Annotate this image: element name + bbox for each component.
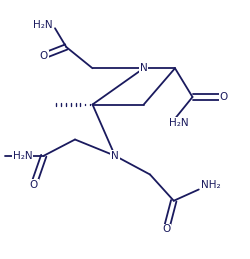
Text: O: O (162, 225, 170, 234)
Text: O: O (220, 92, 228, 102)
Text: O: O (40, 51, 48, 61)
Text: O: O (30, 179, 38, 190)
Text: H₂N: H₂N (33, 19, 52, 30)
Text: N: N (111, 151, 119, 161)
Text: N: N (140, 63, 147, 73)
Text: H₂N: H₂N (12, 151, 32, 161)
Text: H₂N: H₂N (169, 118, 188, 128)
Text: NH₂: NH₂ (201, 179, 221, 190)
